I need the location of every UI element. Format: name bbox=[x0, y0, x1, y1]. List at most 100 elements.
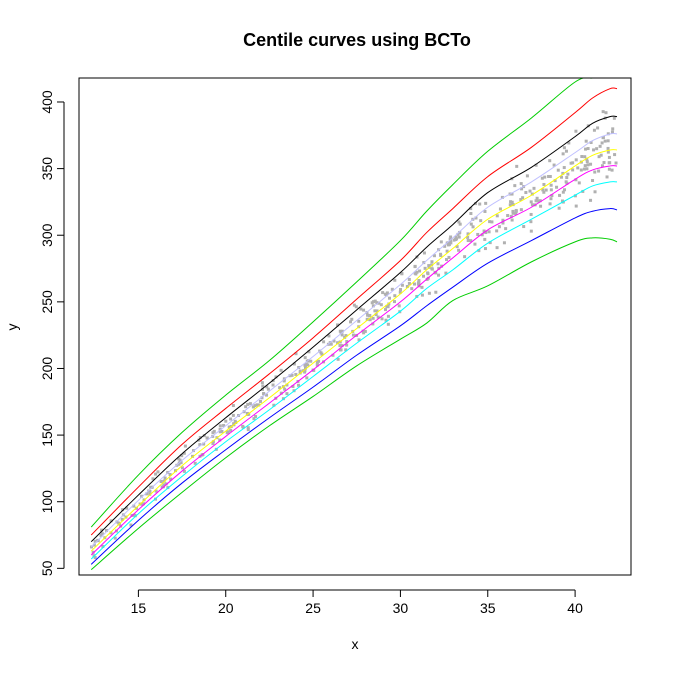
data-point bbox=[457, 235, 461, 239]
data-point bbox=[602, 161, 606, 165]
data-point bbox=[344, 348, 348, 352]
data-point bbox=[174, 469, 178, 473]
centile-curves bbox=[90, 78, 618, 571]
data-point bbox=[574, 158, 578, 162]
data-point bbox=[417, 279, 421, 283]
data-point bbox=[156, 470, 160, 474]
data-point bbox=[262, 391, 266, 395]
data-point bbox=[556, 168, 560, 172]
data-point bbox=[501, 221, 505, 225]
data-point bbox=[483, 237, 487, 241]
data-point bbox=[591, 179, 595, 183]
data-point bbox=[511, 211, 515, 215]
data-point bbox=[148, 489, 152, 493]
data-point bbox=[603, 139, 607, 143]
y-tick-label: 100 bbox=[39, 490, 55, 514]
data-point bbox=[368, 318, 372, 322]
data-point bbox=[220, 429, 224, 433]
data-point bbox=[304, 363, 308, 367]
data-point bbox=[509, 200, 513, 204]
data-point bbox=[422, 274, 426, 278]
data-point bbox=[458, 230, 462, 234]
data-point bbox=[305, 376, 309, 380]
data-point bbox=[614, 161, 618, 165]
data-point bbox=[384, 318, 388, 322]
data-point bbox=[558, 193, 562, 197]
data-point bbox=[340, 333, 344, 337]
y-tick-label: 150 bbox=[39, 423, 55, 447]
data-point bbox=[180, 466, 184, 470]
data-point bbox=[456, 232, 460, 236]
data-point bbox=[366, 313, 370, 317]
data-point bbox=[93, 556, 97, 560]
data-point bbox=[535, 196, 539, 200]
data-point bbox=[129, 523, 133, 527]
data-point bbox=[339, 331, 343, 335]
data-point bbox=[149, 485, 153, 489]
data-point bbox=[183, 444, 187, 448]
data-point bbox=[385, 291, 389, 295]
data-point bbox=[255, 403, 259, 407]
data-point bbox=[495, 246, 499, 250]
data-point bbox=[606, 146, 610, 150]
data-point bbox=[271, 383, 275, 387]
data-point bbox=[511, 203, 515, 207]
data-point bbox=[612, 116, 616, 120]
data-point bbox=[229, 417, 233, 421]
data-point bbox=[458, 222, 462, 226]
data-point bbox=[380, 317, 384, 321]
data-point bbox=[251, 405, 255, 409]
data-point bbox=[297, 383, 301, 387]
data-point bbox=[422, 251, 426, 255]
data-point bbox=[543, 175, 547, 179]
data-point bbox=[452, 238, 456, 242]
data-point bbox=[510, 192, 514, 196]
centile-curve-9 bbox=[90, 78, 618, 528]
data-point bbox=[177, 462, 181, 466]
data-point bbox=[577, 181, 581, 185]
data-point bbox=[510, 200, 514, 204]
data-point bbox=[400, 272, 404, 276]
data-point bbox=[133, 513, 137, 517]
y-tick-label: 400 bbox=[39, 90, 55, 114]
data-point bbox=[583, 164, 587, 168]
data-point bbox=[457, 220, 461, 224]
data-point bbox=[561, 152, 565, 156]
data-point bbox=[425, 277, 429, 281]
data-point bbox=[418, 269, 422, 273]
data-point bbox=[520, 187, 524, 191]
data-point bbox=[145, 492, 149, 496]
data-point bbox=[555, 185, 559, 189]
data-point bbox=[549, 188, 553, 192]
data-point bbox=[430, 260, 434, 264]
data-point bbox=[327, 334, 331, 338]
data-point bbox=[303, 370, 307, 374]
x-tick-label: 20 bbox=[218, 600, 234, 616]
data-point bbox=[580, 155, 584, 159]
data-point bbox=[574, 129, 578, 133]
data-point bbox=[477, 249, 481, 253]
data-point bbox=[480, 233, 484, 237]
data-point bbox=[357, 319, 361, 323]
data-point bbox=[336, 323, 340, 327]
data-point bbox=[317, 359, 321, 363]
data-point bbox=[303, 356, 307, 360]
data-point bbox=[514, 212, 518, 216]
data-point bbox=[495, 229, 499, 233]
data-point bbox=[482, 229, 486, 233]
data-point bbox=[218, 427, 222, 431]
data-point bbox=[515, 164, 519, 168]
data-point bbox=[363, 329, 367, 333]
data-point bbox=[557, 206, 561, 210]
data-point bbox=[154, 472, 158, 476]
data-point bbox=[218, 430, 222, 434]
data-point bbox=[439, 252, 443, 256]
data-point bbox=[600, 164, 604, 168]
centile-curve-6 bbox=[90, 132, 618, 548]
data-point bbox=[471, 225, 475, 229]
data-point bbox=[359, 307, 363, 311]
data-point bbox=[443, 244, 447, 248]
data-point bbox=[290, 373, 294, 377]
data-point bbox=[234, 421, 238, 425]
data-point bbox=[430, 267, 434, 271]
